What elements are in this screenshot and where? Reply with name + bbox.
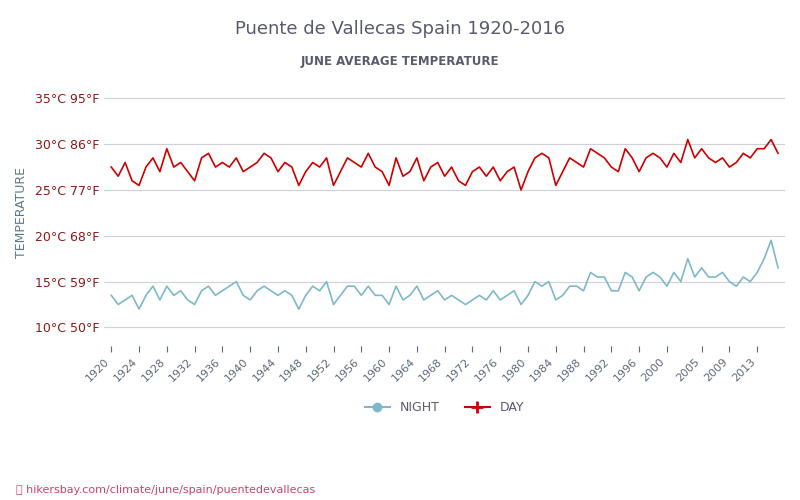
Legend: NIGHT, DAY: NIGHT, DAY (360, 396, 530, 419)
Y-axis label: TEMPERATURE: TEMPERATURE (15, 168, 28, 258)
Text: JUNE AVERAGE TEMPERATURE: JUNE AVERAGE TEMPERATURE (301, 55, 499, 68)
Text: 📍 hikersbay.com/climate/june/spain/puentedevallecas: 📍 hikersbay.com/climate/june/spain/puent… (16, 485, 315, 495)
Text: Puente de Vallecas Spain 1920-2016: Puente de Vallecas Spain 1920-2016 (235, 20, 565, 38)
